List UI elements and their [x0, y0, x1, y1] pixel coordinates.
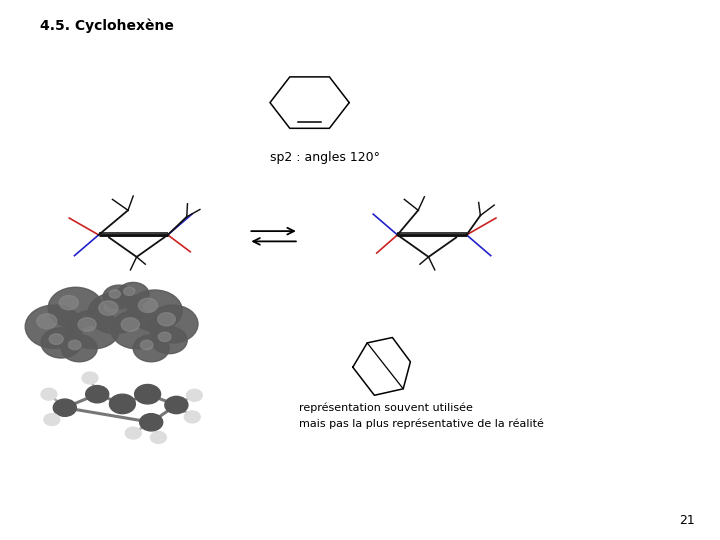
Circle shape [125, 427, 141, 439]
Circle shape [150, 431, 166, 443]
Circle shape [25, 305, 83, 348]
Circle shape [68, 310, 120, 349]
Circle shape [158, 313, 176, 326]
Circle shape [78, 318, 96, 332]
Circle shape [140, 340, 153, 350]
Circle shape [61, 335, 97, 362]
Circle shape [138, 298, 158, 313]
Circle shape [109, 290, 120, 298]
Text: 21: 21 [679, 514, 695, 526]
Circle shape [44, 414, 60, 426]
Circle shape [59, 295, 78, 310]
Circle shape [41, 328, 81, 358]
Circle shape [186, 389, 202, 401]
Circle shape [165, 396, 188, 414]
Circle shape [127, 290, 182, 331]
Circle shape [117, 282, 149, 306]
Circle shape [48, 287, 103, 328]
Circle shape [37, 314, 57, 329]
Circle shape [135, 384, 161, 404]
Circle shape [148, 305, 198, 343]
Circle shape [158, 332, 171, 342]
Circle shape [49, 334, 63, 345]
Circle shape [121, 318, 140, 332]
Text: représentation souvent utilisée: représentation souvent utilisée [299, 402, 472, 413]
Circle shape [184, 411, 200, 423]
Circle shape [111, 310, 163, 349]
Circle shape [68, 340, 81, 350]
Circle shape [82, 372, 98, 384]
Circle shape [88, 293, 143, 334]
Circle shape [53, 399, 76, 416]
Circle shape [99, 301, 118, 315]
Text: 4.5. Cyclohexène: 4.5. Cyclohexène [40, 19, 174, 33]
Circle shape [41, 388, 57, 400]
Text: sp2 : angles 120°: sp2 : angles 120° [270, 151, 380, 164]
Text: mais pas la plus représentative de la réalité: mais pas la plus représentative de la ré… [299, 418, 544, 429]
Circle shape [103, 285, 135, 309]
Circle shape [109, 394, 135, 414]
Circle shape [151, 327, 187, 354]
Circle shape [133, 335, 169, 362]
Circle shape [140, 414, 163, 431]
Circle shape [86, 386, 109, 403]
Circle shape [124, 287, 135, 295]
